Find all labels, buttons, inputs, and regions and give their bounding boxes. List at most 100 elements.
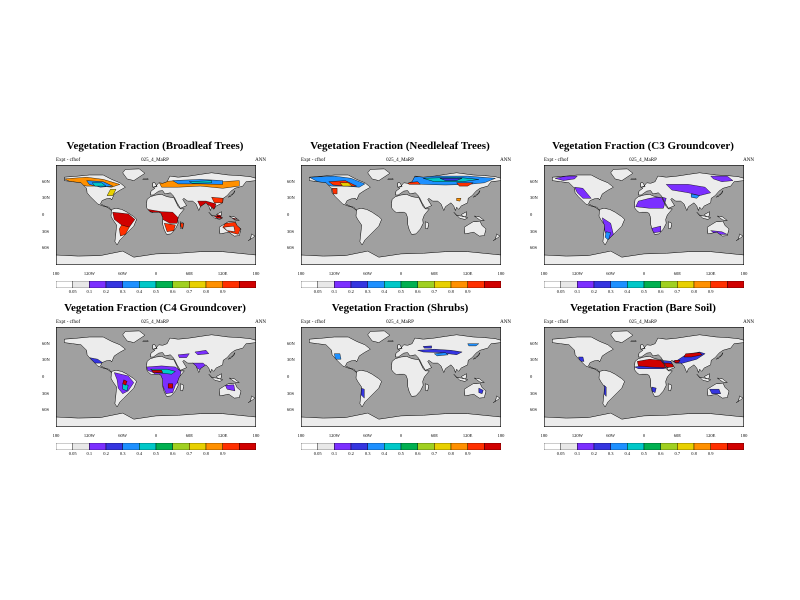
lon-label: 180 <box>540 271 548 276</box>
map-broadleaf <box>56 165 256 265</box>
lat-label: 60S <box>287 245 295 251</box>
colorbar <box>301 443 501 450</box>
colorbar-swatch <box>400 281 418 288</box>
lon-label: 180 <box>497 433 505 438</box>
continent-borneo <box>216 373 222 379</box>
colorbar-swatch <box>205 281 223 288</box>
coastline <box>736 233 744 241</box>
coastline <box>473 352 481 360</box>
lat-label: 60N <box>287 340 295 346</box>
lon-label: 120E <box>217 271 228 276</box>
colorbar-swatch <box>205 443 223 450</box>
coastline <box>696 212 712 220</box>
colorbar-label: 0.7 <box>674 451 681 456</box>
lon-label: 120W <box>571 433 583 438</box>
colorbar-label: 0.3 <box>607 289 614 294</box>
colorbar-label: 0.2 <box>103 451 109 456</box>
colorbar-label: 0.1 <box>331 289 338 294</box>
colorbar-label: 0.9 <box>219 289 226 294</box>
fraction-region <box>106 189 117 196</box>
colorbar-label: 0.05 <box>68 451 77 456</box>
colorbar-swatch <box>544 281 561 288</box>
coastlines <box>301 330 501 427</box>
coastline <box>453 212 469 220</box>
continent-newguinea <box>474 378 485 383</box>
coastline <box>474 377 486 383</box>
lat-label: 30N <box>530 195 538 201</box>
colorbar-swatch <box>139 443 157 450</box>
colorbar-swatch <box>693 443 711 450</box>
continent-borneo <box>704 373 710 379</box>
colorbar-label: 0.9 <box>219 451 226 456</box>
colorbar-label: 0.3 <box>607 451 614 456</box>
lat-label: 60N <box>530 340 538 346</box>
coastline <box>146 356 185 397</box>
colorbar-label: 0.4 <box>136 289 143 294</box>
continent-nz <box>248 233 255 241</box>
continent-australia <box>464 383 486 399</box>
coastline <box>544 250 744 265</box>
colorbar-label: 0.2 <box>591 451 597 456</box>
coastline <box>367 168 391 181</box>
run-label: 025_4_MaRP <box>141 158 169 163</box>
continent-iceland <box>387 178 394 180</box>
coastline <box>474 215 486 221</box>
coastline <box>696 374 712 382</box>
colorbar-label: 0.6 <box>414 451 421 456</box>
fraction-region <box>339 182 353 187</box>
fraction-region <box>194 350 210 356</box>
continent-namerica <box>552 337 614 373</box>
coastline <box>180 221 185 230</box>
colorbar-label: 0.2 <box>591 289 597 294</box>
fraction-region <box>188 180 212 184</box>
coastline <box>387 340 394 342</box>
colorbar-swatch <box>660 281 678 288</box>
lon-label: 60W <box>606 433 616 438</box>
map-c4 <box>56 327 256 427</box>
colorbar-label: 0.2 <box>103 289 109 294</box>
coastline <box>248 395 256 403</box>
colorbar-label: 0.8 <box>691 451 697 456</box>
fraction-field <box>63 176 241 237</box>
coastline <box>425 221 430 230</box>
run-label: 025_4_MaRP <box>386 320 414 325</box>
experiment-label: Expt - cfhof <box>544 158 569 163</box>
colorbar-label: 0.4 <box>381 451 388 456</box>
continent-borneo <box>461 211 467 217</box>
colorbar-label: 0.8 <box>448 451 454 456</box>
colorbar-swatch <box>450 443 468 450</box>
coastline <box>301 412 501 427</box>
panel-needleleaf: Vegetation Fraction (Needleleaf Trees) Ex… <box>285 140 515 295</box>
fraction-region <box>417 348 463 356</box>
lat-label: 60S <box>42 407 50 413</box>
lat-label: 30S <box>530 390 538 396</box>
coastline <box>56 250 256 265</box>
lon-label: 120E <box>217 433 228 438</box>
panel-title: Vegetation Fraction (C4 Groundcover) <box>64 302 246 314</box>
fraction-region <box>456 198 462 202</box>
fraction-region <box>334 353 342 360</box>
coastline <box>707 382 730 399</box>
run-label: 025_4_MaRP <box>141 320 169 325</box>
colorbar-label: 0.4 <box>624 451 631 456</box>
colorbar-swatch <box>467 281 485 288</box>
coastline <box>122 330 146 343</box>
colorbar-label: 0.6 <box>657 451 664 456</box>
colorbar-swatch <box>239 443 256 450</box>
lat-label: 60S <box>530 245 538 251</box>
colorbar-label: 0.05 <box>556 289 565 294</box>
fraction-field <box>88 350 236 394</box>
coastline <box>640 182 646 188</box>
colorbar <box>544 281 744 288</box>
map-frame <box>301 327 501 427</box>
lon-label: 180 <box>297 271 305 276</box>
coastlines <box>56 168 256 265</box>
coastline <box>397 344 403 350</box>
colorbar-label: 0.3 <box>119 289 126 294</box>
fraction-region <box>478 387 484 394</box>
fraction-region <box>331 188 338 195</box>
map-frame <box>544 327 744 427</box>
lat-label: 30S <box>287 390 295 396</box>
continent-indonesia <box>453 374 468 382</box>
panel-title: Vegetation Fraction (Bare Soil) <box>570 302 716 314</box>
